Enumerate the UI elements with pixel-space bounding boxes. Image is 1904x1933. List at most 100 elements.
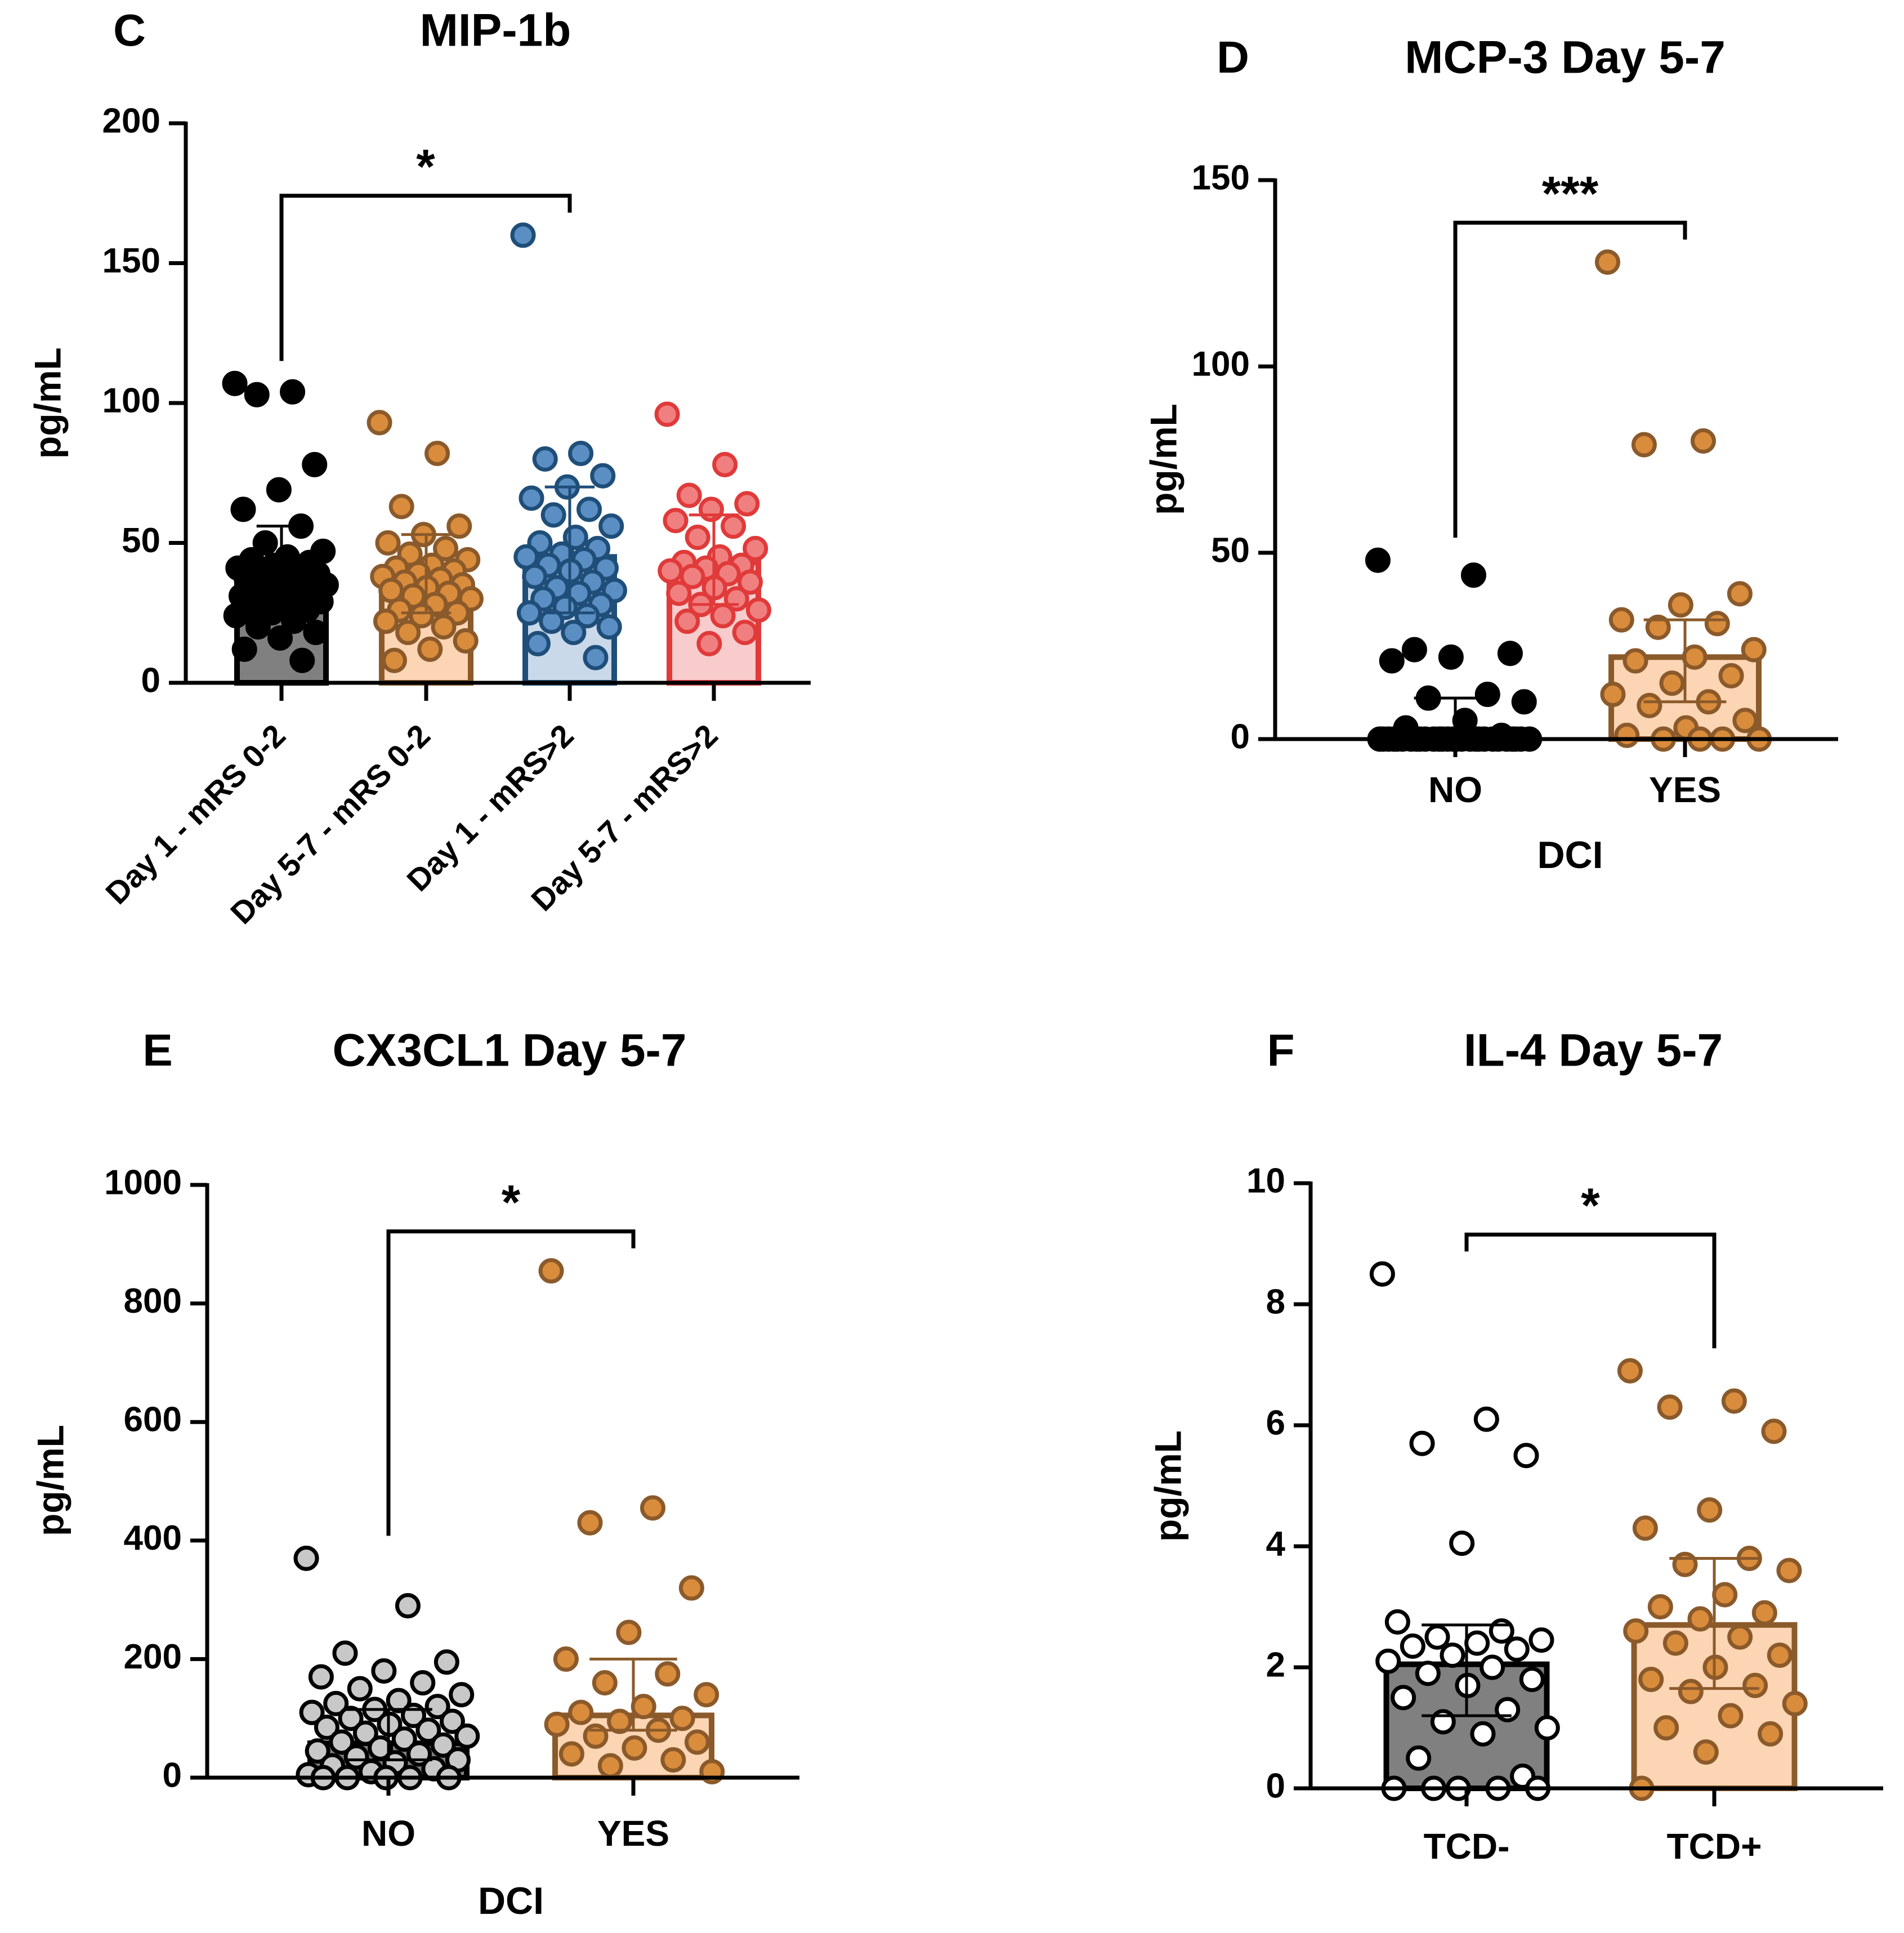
data-point [252,530,278,556]
data-point [347,1676,373,1702]
data-point [281,608,307,634]
data-point [1657,1394,1683,1420]
data-point [568,1699,594,1725]
y-tick-label: 0 [1266,1766,1285,1805]
data-point [1594,249,1620,275]
data-point [1732,708,1758,733]
data-point [696,630,722,656]
data-point [266,477,292,503]
chart-title: MIP-1b [420,5,571,56]
data-point [577,1510,603,1536]
data-point [544,1711,570,1737]
panel-f: F IL-4 Day 5-7 pg/mL 0 2 4 6 8 10 TCD- TCD+ * [1147,1025,1883,1867]
data-point [410,1670,436,1696]
data-point [1693,1739,1719,1765]
data-point [1727,1624,1753,1650]
data-point [338,1706,364,1731]
data-point [1776,1558,1802,1583]
data-point [1470,1721,1496,1747]
significance-label: * [416,140,435,194]
data-point [267,625,293,651]
data-point [223,603,249,629]
data-point [415,1717,441,1743]
data-point [395,1593,421,1619]
data-point [1406,1745,1432,1771]
data-point [1712,1582,1738,1608]
data-point [381,647,407,673]
data-point [685,525,710,551]
data-point [597,1753,623,1779]
data-point [539,608,565,634]
data-point [1638,1667,1664,1692]
data-point [231,636,257,662]
data-point [737,569,763,595]
data-point [454,1723,480,1749]
data-point [510,222,536,248]
data-point [305,1738,330,1764]
data-point [532,446,558,472]
data-point [1391,1685,1416,1711]
data-point [431,614,457,640]
data-point [1504,1636,1530,1662]
data-point [302,451,328,477]
data-point [352,1720,378,1746]
data-point [596,614,622,640]
data-point [745,597,771,623]
y-tick-label: 600 [124,1400,182,1439]
data-point [1614,722,1640,748]
data-point [1672,1551,1698,1577]
data-point [1400,1633,1425,1659]
y-tick-label: 8 [1266,1282,1285,1321]
data-point [1623,648,1648,674]
significance-label: * [1581,1179,1600,1233]
data-point [314,1714,339,1740]
data-point [1659,670,1685,696]
chart-title: CX3CL1 Day 5-7 [333,1025,687,1076]
data-point [663,508,689,534]
data-point [1480,1654,1505,1680]
x-tick-label: YES [1649,769,1721,810]
data-point [388,494,414,520]
data-point [583,645,609,670]
data-point [654,401,680,427]
data-point [230,496,256,522]
data-point [1718,663,1744,688]
y-tick-label: 6 [1266,1403,1285,1442]
data-point [433,1649,459,1675]
data-point [395,620,421,646]
data-point [1704,611,1730,637]
data-point [1474,682,1500,708]
data-point [1767,1643,1793,1668]
data-point [1647,1594,1673,1619]
significance-bracket [279,194,572,361]
data-point [1718,1703,1744,1729]
data-point [1727,581,1753,607]
panel-letter: E [142,1025,172,1075]
data-point [1645,614,1671,640]
x-tick-label: NO [361,1813,415,1854]
data-point [678,1575,704,1601]
data-point [1473,1406,1499,1432]
data-point [592,1670,618,1696]
data-point [446,513,472,539]
data-point [293,1545,319,1571]
y-tick-label: 150 [1192,158,1250,197]
data-point [222,370,248,396]
data-point [1600,682,1626,708]
data-point [1742,1672,1768,1698]
data-point [1379,648,1405,674]
x-tick-label: TCD+ [1667,1826,1762,1867]
data-point [1668,592,1693,618]
data-point [558,1741,584,1767]
data-point [449,1682,475,1708]
data-point [343,1744,369,1770]
data-point [323,1690,349,1716]
y-axis-label: pg/mL [1142,404,1184,515]
data-point [669,1706,695,1731]
x-axis-label: DCI [1537,834,1603,876]
data-point [598,513,624,539]
data-point [1662,1630,1688,1656]
data-point [590,463,616,489]
data-point [676,482,702,508]
